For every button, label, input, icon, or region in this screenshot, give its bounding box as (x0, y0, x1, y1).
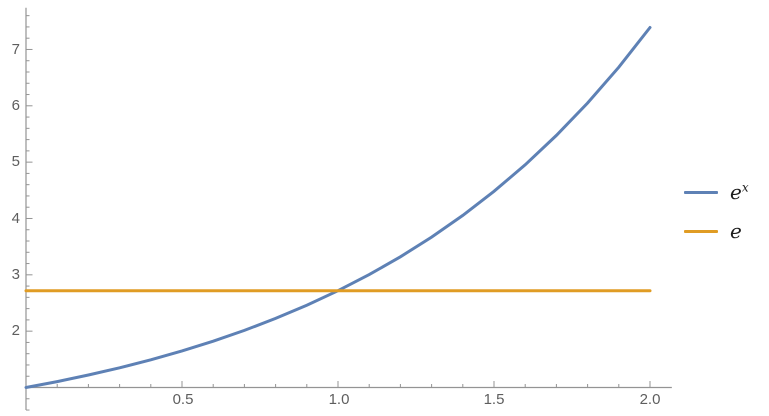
y-tick-label-4: 4 (11, 210, 20, 227)
exp-curve (24, 26, 652, 389)
y-tick-label-6: 6 (11, 97, 20, 114)
x-tick-label-1_5: 1.5 (483, 391, 505, 408)
legend-label-exp: ex (730, 180, 749, 204)
legend-item-exp: ex (684, 180, 749, 204)
legend-line-swatch-blue (684, 190, 718, 194)
y-tick-label-3: 3 (11, 266, 20, 283)
x-tick-label-1_0: 1.0 (328, 391, 350, 408)
y-tick-label-5: 5 (11, 153, 20, 170)
legend-label-e: e (730, 219, 742, 243)
y-tick-label-2: 2 (11, 322, 20, 339)
x-tick-label-0_5: 0.5 (172, 391, 194, 408)
legend: ex e (684, 0, 769, 416)
y-tick-label-7: 7 (11, 41, 20, 58)
legend-item-e: e (684, 219, 742, 243)
legend-line-swatch-orange (684, 229, 718, 233)
x-tick-label-2_0: 2.0 (639, 391, 661, 408)
